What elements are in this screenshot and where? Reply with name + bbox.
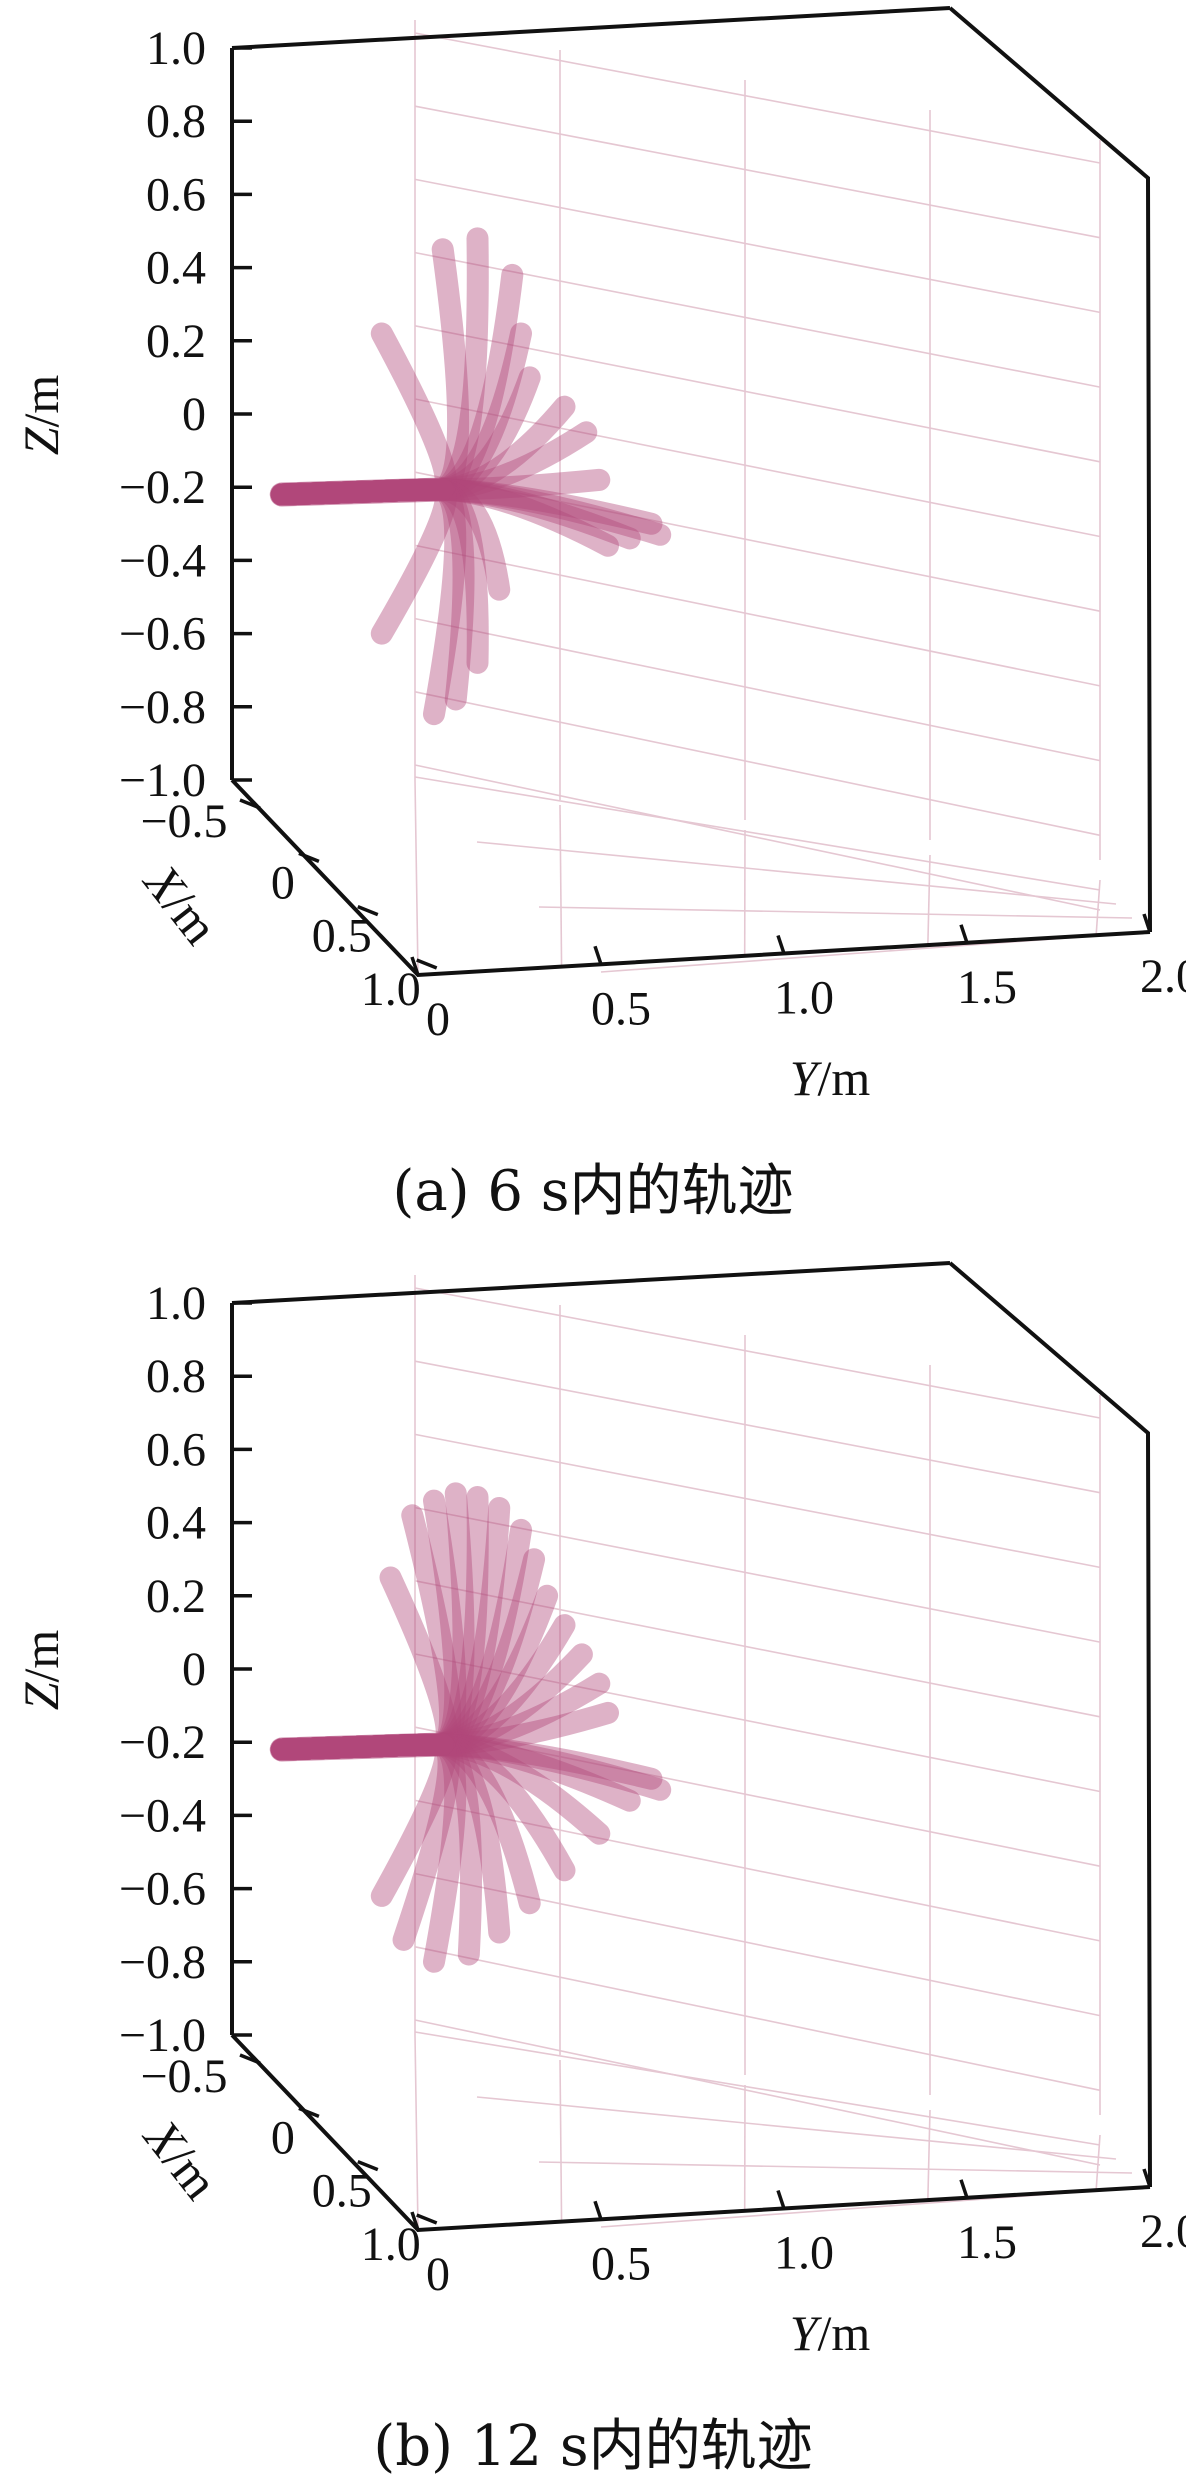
trajectory-tube bbox=[270, 1733, 460, 1951]
trajectory-base bbox=[269, 477, 454, 507]
x-tick-label: 1.0 bbox=[361, 963, 421, 1016]
y-tick-label: 0 bbox=[426, 993, 450, 1046]
x-axis-label: X/m bbox=[132, 2108, 229, 2210]
trajectory-tube bbox=[270, 322, 457, 506]
chart-panel-a: 1.0 0.8 0.6 0.4 0.2 0 −0.2 −0.4 −0.6 −0.8 −1.0 Z/m −… bbox=[13, 6, 1186, 1224]
z-tick-label: 0.4 bbox=[146, 242, 206, 295]
z-tick-label: 0.8 bbox=[146, 95, 206, 148]
y-tick-label: 1.0 bbox=[774, 972, 834, 1025]
x-tick-label: 1.0 bbox=[361, 2218, 421, 2271]
z-axis-label: Z/m bbox=[13, 1630, 69, 1711]
z-axis: 1.0 0.8 0.6 0.4 0.2 0 −0.2 −0.4 −0.6 −0.8 −1.0 Z/m bbox=[13, 1277, 252, 2062]
y-axis-label: Y/m bbox=[790, 1050, 871, 1106]
z-axis: 1.0 0.8 0.6 0.4 0.2 0 −0.2 −0.4 −0.6 −0.8 −1.0 Z/m bbox=[13, 22, 252, 807]
y-axis: 0 0.5 1.0 1.5 2.0 Y/m bbox=[410, 913, 1186, 1106]
trajectory-tubes bbox=[269, 227, 672, 726]
z-tick-label: −0.4 bbox=[119, 534, 206, 587]
z-tick-label: 0.6 bbox=[146, 1423, 206, 1476]
x-axis-label: X/m bbox=[132, 853, 229, 955]
z-tick-label: 0.4 bbox=[146, 1497, 206, 1550]
y-tick-label: 1.0 bbox=[774, 2227, 834, 2280]
z-tick-label: 0 bbox=[182, 1643, 206, 1696]
x-tick-label: 0.5 bbox=[312, 910, 372, 963]
z-tick-label: −0.6 bbox=[119, 1863, 206, 1916]
z-tick-label: 0 bbox=[182, 388, 206, 441]
trajectory-tube bbox=[270, 478, 457, 645]
y-axis: 0 0.5 1.0 1.5 2.0 Y/m bbox=[410, 2168, 1186, 2361]
x-axis: −0.5 0 0.51.0 X/m bbox=[132, 795, 438, 1016]
x-axis: −0.5 0 0.51.0 X/m bbox=[132, 2050, 438, 2271]
z-tick-label: 0.2 bbox=[146, 1570, 206, 1623]
z-tick-label: −0.2 bbox=[119, 461, 206, 514]
panel-caption: (b) 12 s内的轨迹 bbox=[373, 2414, 812, 2479]
x-tick-label: 0 bbox=[271, 856, 295, 909]
panel-caption: (a) 6 s内的轨迹 bbox=[392, 1159, 793, 1224]
y-tick-label: 0 bbox=[426, 2248, 450, 2301]
z-tick-label: −0.4 bbox=[119, 1789, 206, 1842]
x-tick-label: 0 bbox=[271, 2111, 295, 2164]
z-tick-label: −0.6 bbox=[119, 608, 206, 661]
z-tick-label: 0.6 bbox=[146, 168, 206, 221]
z-tick-label: 1.0 bbox=[146, 1277, 206, 1330]
chart-panel-b: 1.0 0.8 0.6 0.4 0.2 0 −0.2 −0.4 −0.6 −0.8 −1.0 Z/m −… bbox=[13, 1261, 1186, 2479]
y-tick-label: 0.5 bbox=[591, 2237, 651, 2290]
trajectory-base bbox=[269, 1732, 454, 1762]
grid-lines bbox=[414, 20, 1149, 976]
x-tick-label: −0.5 bbox=[140, 2050, 227, 2103]
z-tick-label: 0.2 bbox=[146, 315, 206, 368]
z-tick-label: 1.0 bbox=[146, 22, 206, 75]
z-tick-label: −0.2 bbox=[119, 1716, 206, 1769]
y-tick-label: 2.0 bbox=[1140, 2205, 1186, 2258]
y-axis-label: Y/m bbox=[790, 2305, 871, 2361]
grid-lines bbox=[414, 1275, 1149, 2231]
y-tick-label: 1.5 bbox=[957, 961, 1017, 1014]
x-tick-label: −0.5 bbox=[140, 795, 227, 848]
z-tick-label: 0.8 bbox=[146, 1350, 206, 1403]
x-tick-label: 0.5 bbox=[312, 2165, 372, 2218]
trajectory-tubes bbox=[269, 1482, 672, 1973]
y-tick-label: 2.0 bbox=[1140, 950, 1186, 1003]
z-tick-label: −1.0 bbox=[119, 2009, 206, 2062]
z-axis-label: Z/m bbox=[13, 375, 69, 456]
z-tick-label: −1.0 bbox=[119, 754, 206, 807]
z-tick-label: −0.8 bbox=[119, 681, 206, 734]
y-tick-label: 0.5 bbox=[591, 982, 651, 1035]
y-tick-label: 1.5 bbox=[957, 2216, 1017, 2269]
z-tick-label: −0.8 bbox=[119, 1936, 206, 1989]
